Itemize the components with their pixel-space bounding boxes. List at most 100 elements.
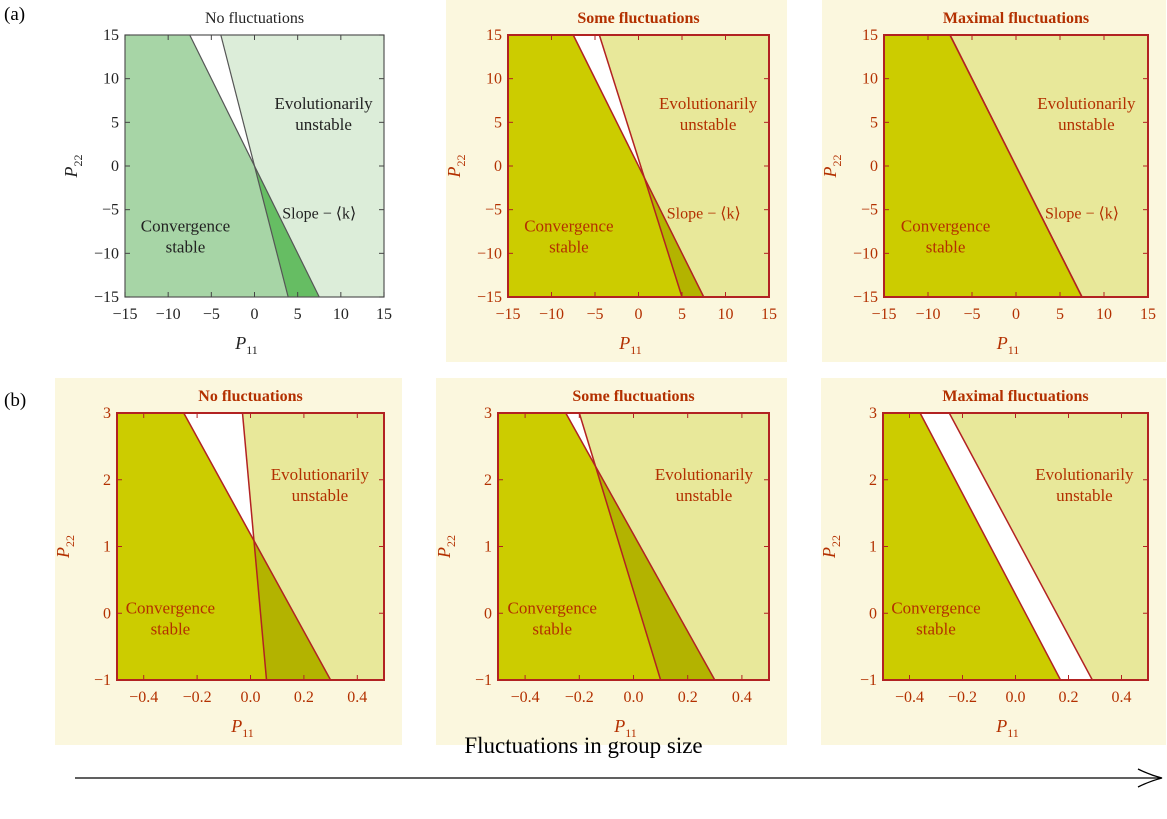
panel-title: No fluctuations [205, 10, 304, 27]
x-tick-label: −0.4 [129, 689, 158, 706]
panel-title: Maximal fluctuations [942, 388, 1088, 405]
chart-panel-a3: −15 −10 −5 0 5 10 15 15 10 5 0 −5 −10 −15 Maximal fluc… [820, 0, 1166, 362]
row-label-b: (b) [4, 390, 27, 411]
x-tick-label: 0 [635, 306, 643, 323]
x-tick-label: −15 [112, 306, 137, 323]
x-tick-label: 0.0 [624, 689, 644, 706]
boundary-convergence-line [183, 412, 332, 681]
label-evolutionarily-unstable: Evolutionarily unstable [1037, 94, 1136, 134]
panel-title: No fluctuations [198, 388, 302, 405]
y-tick-label: −15 [94, 289, 119, 306]
boundary-evolutionary-line [578, 412, 662, 681]
y-tick-label: 0 [484, 605, 492, 622]
label-evolutionarily-unstable: Evolutionarily unstable [1035, 465, 1134, 505]
y-tick-label: 0 [494, 158, 502, 175]
y-tick-label: 0 [870, 158, 878, 175]
y-tick-label: 0 [103, 605, 111, 622]
y-tick-label: 3 [484, 405, 492, 422]
y-tick-label: 1 [484, 539, 492, 556]
x-tick-label: 15 [376, 306, 392, 323]
y-axis-label: P22 [434, 535, 458, 559]
x-axis-label: P11 [995, 716, 1019, 740]
fluctuation-arrow-head [1137, 768, 1163, 788]
region-convergence-stable [883, 413, 1061, 680]
y-axis-label: P22 [820, 155, 844, 179]
y-tick-label: 0 [111, 158, 119, 175]
y-tick-label: −10 [853, 245, 878, 262]
slope-annotation: Slope − ⟨k⟩ [1045, 205, 1119, 222]
x-tick-label: 0.4 [347, 689, 367, 706]
x-tick-label: 15 [761, 306, 777, 323]
boundary-evolutionary-line [220, 34, 289, 298]
x-tick-label: 0.2 [294, 689, 314, 706]
panel-title: Maximal fluctuations [943, 10, 1089, 27]
x-tick-label: −10 [539, 306, 564, 323]
y-tick-label: 2 [869, 472, 877, 489]
label-convergence-stable: Convergence stable [524, 217, 613, 257]
x-axis-label: P11 [613, 716, 637, 740]
x-tick-label: 0 [251, 306, 259, 323]
y-tick-label: 2 [103, 472, 111, 489]
chart-panel-b3: −0.4 −0.2 0.0 0.2 0.4 3 2 1 0 −1 Maximal fluctuati… [819, 378, 1166, 745]
region-convergence-stable [125, 35, 289, 297]
region-evolutionarily-unstable [949, 413, 1148, 680]
x-tick-label: −15 [495, 306, 520, 323]
x-tick-label: −0.2 [948, 689, 977, 706]
y-tick-label: 5 [111, 114, 119, 131]
y-tick-label: −10 [94, 245, 119, 262]
x-axis-label: P11 [618, 333, 642, 357]
y-axis-label: P22 [819, 535, 843, 559]
boundary-convergence-line [565, 412, 716, 681]
y-tick-label: −1 [94, 672, 111, 689]
x-tick-label: 0.4 [732, 689, 752, 706]
y-tick-label: 2 [484, 472, 492, 489]
region-evolutionarily-unstable [220, 35, 384, 297]
y-axis-label: P22 [444, 155, 468, 179]
boundary-convergence-line [919, 412, 1062, 681]
label-convergence-stable: Convergence stable [126, 598, 215, 638]
y-axis-label: P22 [53, 535, 77, 559]
y-tick-label: 10 [103, 71, 119, 88]
y-tick-label: −15 [853, 289, 878, 306]
x-tick-label: −5 [586, 306, 603, 323]
x-tick-label: 0.0 [1006, 689, 1026, 706]
x-tick-label: −5 [963, 306, 980, 323]
region-convergence-stable [498, 413, 661, 680]
slope-annotation: Slope − ⟨k⟩ [667, 205, 741, 222]
x-tick-label: −5 [203, 306, 220, 323]
y-tick-label: 5 [494, 114, 502, 131]
footer-label: Fluctuations in group size [464, 733, 703, 758]
region-evolutionarily-unstable [579, 413, 769, 680]
x-tick-label: 0.0 [241, 689, 261, 706]
chart-panel-a1: −15 −10 −5 0 5 10 15 15 10 5 0 −5 −10 −15 No fluctuati… [61, 10, 392, 357]
x-axis-label: P11 [230, 716, 254, 740]
x-axis-label: P11 [234, 333, 258, 357]
panel-title: Some fluctuations [572, 388, 694, 405]
row-label-a: (a) [4, 4, 26, 25]
y-tick-label: −5 [102, 202, 119, 219]
x-tick-label: 15 [1140, 306, 1156, 323]
region-evolutionarily-unstable [950, 35, 1148, 297]
y-tick-label: −10 [477, 245, 502, 262]
label-convergence-stable: Convergence stable [508, 598, 597, 638]
x-tick-label: 5 [294, 306, 302, 323]
x-tick-label: 0 [1012, 306, 1020, 323]
region-evolutionarily-unstable [242, 413, 384, 680]
boundary-evolutionary-line [598, 34, 683, 298]
panel-title: Some fluctuations [577, 10, 699, 27]
x-tick-label: 5 [678, 306, 686, 323]
label-evolutionarily-unstable: Evolutionarily unstable [274, 94, 373, 134]
region-evolutionarily-unstable [599, 35, 769, 297]
x-tick-label: −10 [156, 306, 181, 323]
y-tick-label: −5 [485, 202, 502, 219]
x-tick-label: −0.4 [511, 689, 540, 706]
y-tick-label: 15 [862, 27, 878, 44]
x-tick-label: −0.2 [183, 689, 212, 706]
region-convergence-stable [508, 35, 682, 297]
boundary-evolutionary-line [241, 412, 268, 681]
label-convergence-stable: Convergence stable [891, 598, 980, 638]
label-convergence-stable: Convergence stable [901, 217, 990, 257]
x-tick-label: −10 [915, 306, 940, 323]
x-tick-label: −0.4 [895, 689, 924, 706]
boundary-evolutionary-line [948, 412, 1094, 681]
